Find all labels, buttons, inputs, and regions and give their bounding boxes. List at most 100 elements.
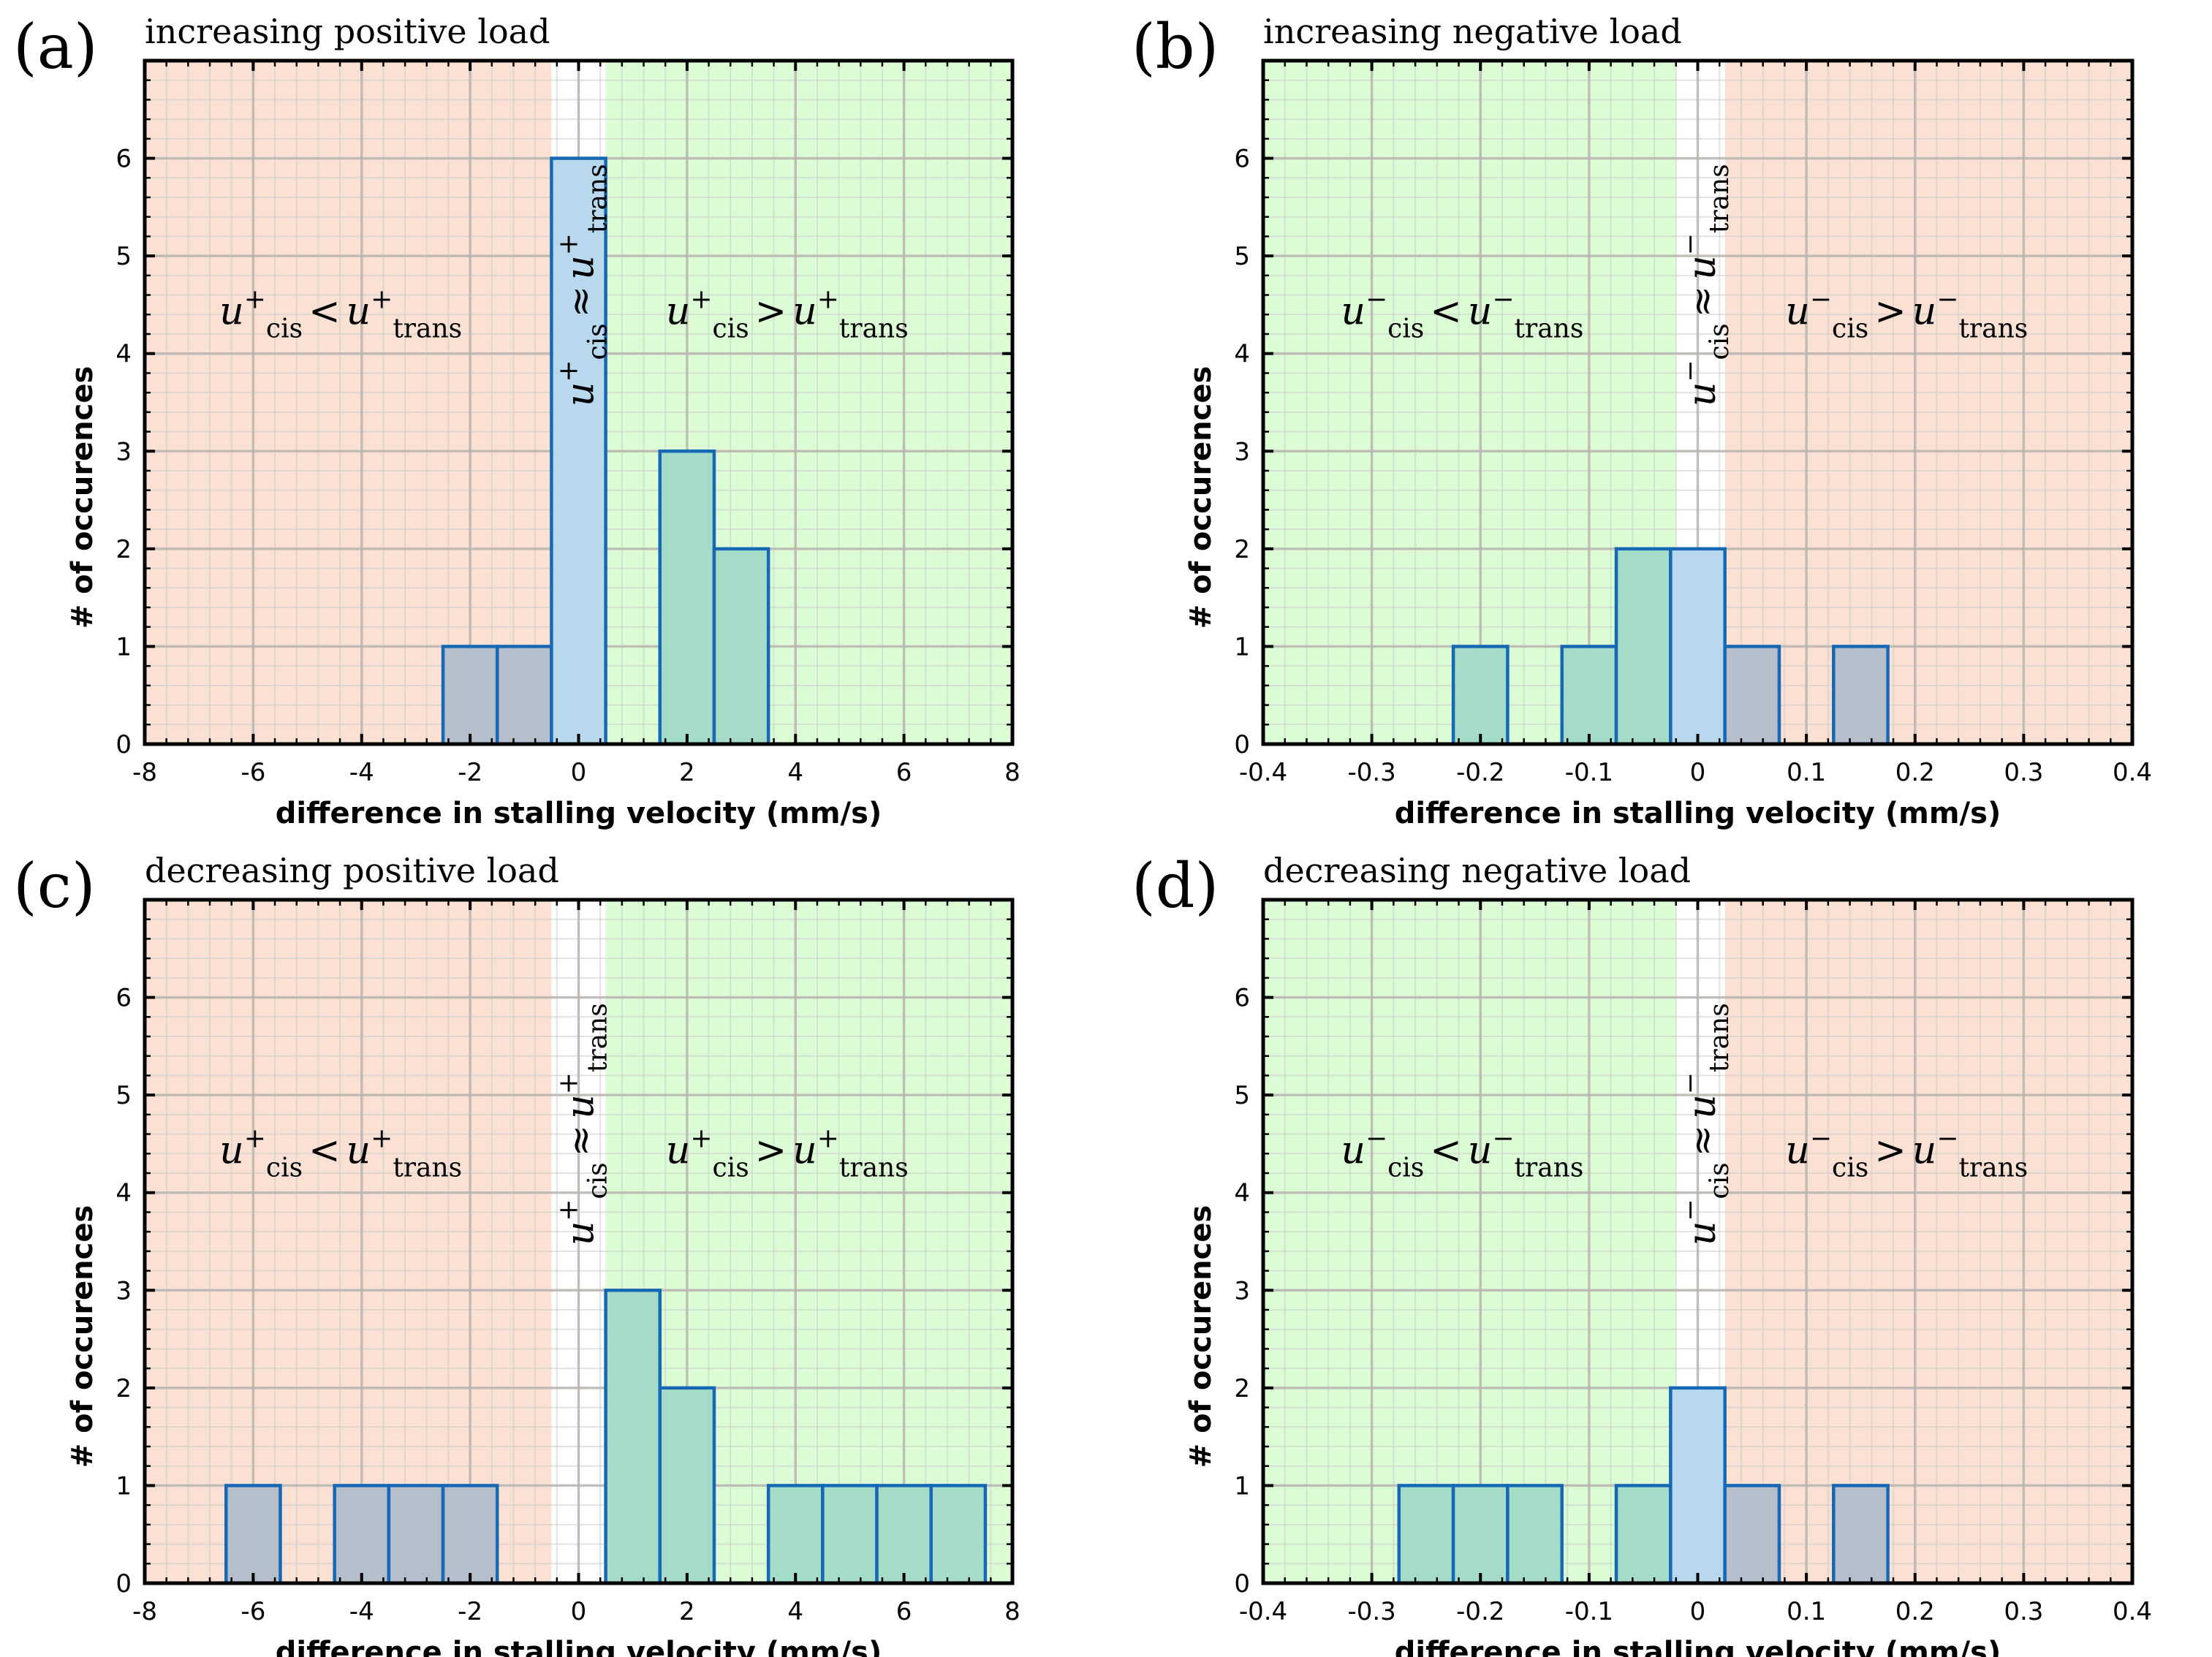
histogram-bar xyxy=(658,1386,716,1585)
histogram-bar xyxy=(766,1484,825,1585)
chart-panel-4: -0.4 -0.3 -0.2 -0.1 0 0.1 0.2 0.3 0.4 0 1 2 3 4 5 6 diff… xyxy=(1132,850,2152,1657)
bars xyxy=(224,1289,988,1585)
x-tick-label: 2 xyxy=(679,758,695,787)
region-label-middle-u2: u xyxy=(1681,255,1724,280)
panel-letter: (b) xyxy=(1132,11,1219,83)
panel-title: increasing positive load xyxy=(145,12,550,51)
histogram-bar xyxy=(550,156,607,746)
panel-letter: (d) xyxy=(1132,850,1219,922)
region-label-middle-sub2: trans xyxy=(1705,164,1735,233)
x-tick-label: 8 xyxy=(1004,1597,1020,1626)
ticks: -0.4 -0.3 -0.2 -0.1 0 0.1 0.2 0.3 0.4 0 1 2 3 4 5 6 xyxy=(1234,898,2152,1626)
region-label-right-u2: u xyxy=(792,290,817,334)
region-label-left-sub2: trans xyxy=(393,1153,462,1183)
region-label-middle-sub: cis xyxy=(1705,323,1735,360)
chart-panel-1: -8 -6 -4 -2 0 2 4 6 8 0 1 2 3 4 5 6 difference in stalli… xyxy=(13,11,1020,830)
x-tick-label: -6 xyxy=(240,758,265,787)
region-label-left-sub: cis xyxy=(1387,1153,1424,1183)
y-tick-label: 3 xyxy=(115,437,132,466)
region-label-middle-op: ≈ xyxy=(559,286,603,318)
histogram-bar xyxy=(1560,645,1618,746)
y-axis-label: # of occurences xyxy=(1184,366,1218,629)
region-label-left-sup2: − xyxy=(1492,285,1514,315)
histogram-bar xyxy=(1451,1484,1510,1585)
region-label-middle: u+cis≈u+trans xyxy=(554,164,613,406)
histogram-bar xyxy=(1506,1484,1564,1585)
region-label-right-sub: cis xyxy=(1832,1153,1868,1183)
region-label-right-u: u xyxy=(1785,1129,1810,1173)
y-tick-label: 1 xyxy=(1234,632,1250,661)
x-tick-label: -0.1 xyxy=(1565,758,1613,787)
region-label-right-sup2: − xyxy=(1936,285,1958,315)
x-axis-label: difference in stalling velocity (mm/s) xyxy=(1395,797,2001,830)
histogram-bar xyxy=(1669,547,1727,746)
region-label-middle-u: u xyxy=(559,382,603,407)
x-tick-label: 4 xyxy=(787,758,803,787)
region-label-right-op: > xyxy=(755,290,787,334)
panel-letter: (c) xyxy=(13,850,96,922)
region-label-right-u: u xyxy=(666,1129,691,1173)
x-tick-label: -8 xyxy=(132,758,157,787)
histogram-bar xyxy=(1397,1484,1455,1585)
region-label-left-sup2: + xyxy=(371,1124,393,1154)
histogram-bar xyxy=(1669,1386,1727,1585)
region-label-left: u−cis < u−trans xyxy=(1341,285,1583,344)
y-tick-label: 6 xyxy=(1234,984,1250,1013)
region-label-middle-u: u xyxy=(559,1221,603,1246)
x-axis-label: difference in stalling velocity (mm/s) xyxy=(1395,1636,2001,1657)
x-tick-label: -0.2 xyxy=(1456,1597,1504,1626)
region-label-right-u2: u xyxy=(1912,1129,1937,1173)
y-tick-label: 0 xyxy=(115,1569,132,1599)
region-label-right-sub: cis xyxy=(713,314,749,344)
panel-title: decreasing negative load xyxy=(1263,851,1691,890)
x-tick-label: -0.3 xyxy=(1347,758,1395,787)
region-label-left-sup2: + xyxy=(371,285,393,315)
y-tick-label: 4 xyxy=(1234,340,1250,369)
grid xyxy=(145,900,1012,1583)
region-label-middle-u: u xyxy=(1681,1221,1724,1246)
bars xyxy=(1451,547,1890,746)
y-tick-label: 2 xyxy=(115,1374,132,1403)
y-tick-label: 0 xyxy=(115,730,132,759)
panel-title: increasing negative load xyxy=(1263,12,1682,51)
region-label-left-op: < xyxy=(1430,1129,1462,1173)
x-tick-label: -4 xyxy=(349,758,374,787)
x-tick-label: 0 xyxy=(571,758,587,787)
region-label-left-sup: + xyxy=(244,285,266,315)
region-label-right-sub2: trans xyxy=(839,1153,909,1183)
region-label-right: u+cis > u+trans xyxy=(666,1124,909,1183)
region-label-middle-sup: − xyxy=(1675,360,1705,382)
region-label-middle-sup: + xyxy=(554,360,584,382)
region-label-middle-op: ≈ xyxy=(1681,1125,1724,1157)
histogram-bar xyxy=(224,1484,282,1585)
y-axis-label: # of occurences xyxy=(66,366,99,629)
region-label-right: u−cis > u−trans xyxy=(1785,285,2028,344)
region-label-right-op: > xyxy=(755,1129,787,1173)
region-label-left-sub: cis xyxy=(1387,314,1424,344)
x-tick-label: -0.3 xyxy=(1347,1597,1395,1626)
y-tick-label: 0 xyxy=(1234,730,1250,759)
histogram-bar xyxy=(1832,645,1890,746)
region-right xyxy=(1724,900,2132,1583)
x-axis-label: difference in stalling velocity (mm/s) xyxy=(276,1636,882,1657)
x-tick-label: 0.1 xyxy=(1787,1597,1826,1626)
histogram-bar xyxy=(1723,1484,1781,1585)
region-label-left: u−cis < u−trans xyxy=(1341,1124,1583,1183)
y-axis-label: # of occurences xyxy=(1184,1205,1218,1468)
x-tick-label: 0.2 xyxy=(1895,1597,1935,1626)
histogram-bar xyxy=(333,1484,391,1585)
region-label-right-sup: − xyxy=(1810,285,1832,315)
region-label-left-sub2: trans xyxy=(393,314,462,344)
region-label-left-op: < xyxy=(1430,290,1462,334)
y-tick-label: 5 xyxy=(1234,242,1250,271)
region-label-left-sub: cis xyxy=(266,1153,303,1183)
x-tick-label: 0.3 xyxy=(2004,1597,2043,1626)
x-tick-label: 0 xyxy=(1690,758,1706,787)
y-tick-label: 6 xyxy=(1234,145,1250,174)
y-tick-label: 1 xyxy=(115,1471,132,1501)
region-label-left-sub2: trans xyxy=(1515,314,1584,344)
region-left xyxy=(1263,900,1676,1583)
x-tick-label: -0.4 xyxy=(1239,758,1287,787)
x-tick-label: 8 xyxy=(1004,758,1020,787)
